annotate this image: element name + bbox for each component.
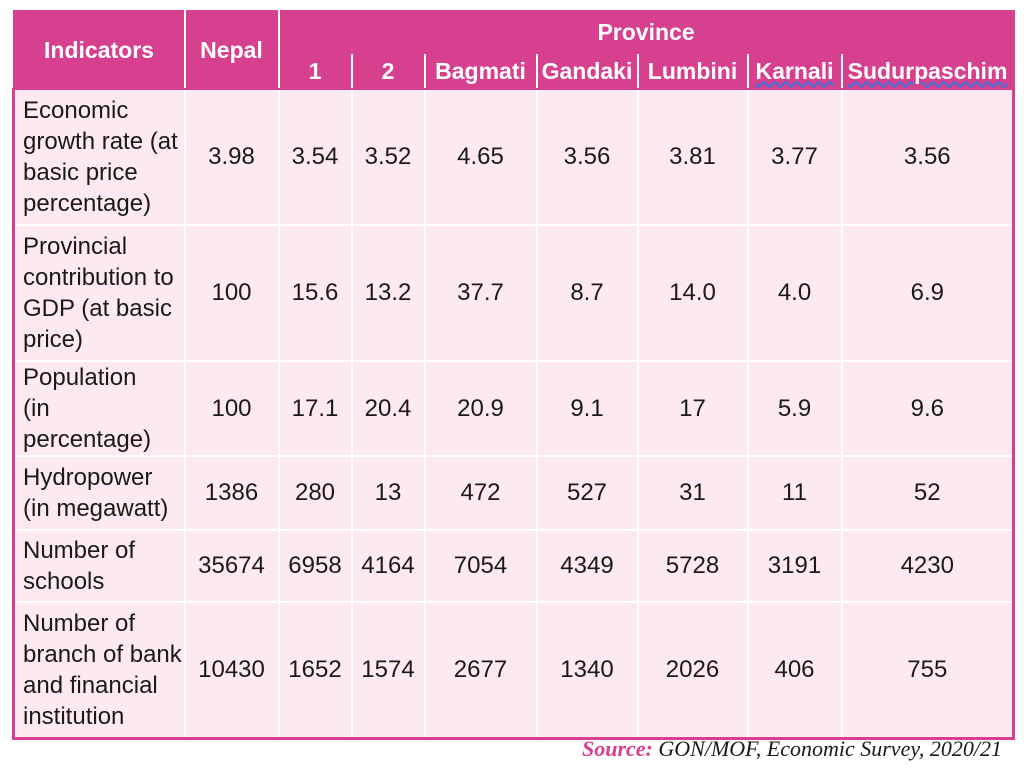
cell-value: 280 [277,455,353,531]
row-label: Economic growth rate (at basic price per… [12,88,186,226]
cell-value: 11 [746,455,843,531]
header-province-karnali: Karnali [746,52,843,90]
cell-value: 4349 [535,529,639,603]
row-label-line: price) [23,326,84,353]
cell-value: 4.65 [423,88,538,226]
cell-value: 3.52 [350,88,426,226]
row-label-line: growth rate (at [23,128,178,155]
row-label-line: basic price [23,159,138,186]
cell-value: 3.54 [277,88,353,226]
table-row: Provincial contribution to GDP (at basic… [12,224,1016,362]
cell-value: 1386 [183,455,280,531]
row-label-line: GDP (at basic [23,295,172,322]
cell-value: 14.0 [636,224,749,362]
header-indicators: Indicators [12,10,186,90]
cell-value: 9.6 [840,360,1016,457]
cell-value: 2026 [636,601,749,740]
table-row: Number of branch of bank and financial i… [12,601,1016,740]
cell-value: 13.2 [350,224,426,362]
header-province-sudurpaschim-text: Sudurpaschim [847,57,1008,84]
cell-value: 4.0 [746,224,843,362]
source-note: Source: GON/MOF, Economic Survey, 2020/2… [582,736,1002,762]
cell-value: 4230 [840,529,1016,603]
table-row: Number of schools 35674 6958 4164 7054 4… [12,529,1016,603]
cell-value: 100 [183,360,280,457]
header-province-2: 2 [350,52,426,90]
header-province-sudurpaschim: Sudurpaschim [840,52,1015,90]
row-label: Number of branch of bank and financial i… [12,601,186,740]
cell-value: 8.7 [535,224,639,362]
cell-value: 17 [636,360,749,457]
row-label-line: schools [23,568,105,595]
row-label-line: Economic [23,97,129,124]
row-label-line: contribution to [23,264,174,291]
row-label-line: institution [23,702,125,730]
cell-value: 3.77 [746,88,843,226]
cell-value: 6958 [277,529,353,603]
row-label-line: Provincial [23,233,128,260]
cell-value: 10430 [183,601,280,740]
cell-value: 3.56 [840,88,1016,226]
cell-value: 52 [840,455,1016,531]
row-label: Provincial contribution to GDP (at basic… [12,224,186,362]
cell-value: 5728 [636,529,749,603]
table-row: Population (in percentage) 100 17.1 20.4… [12,360,1016,457]
cell-value: 3.81 [636,88,749,226]
cell-value: 13 [350,455,426,531]
cell-value: 4164 [350,529,426,603]
source-label: Source: [582,736,653,761]
row-label-line: Number of [23,609,136,637]
cell-value: 9.1 [535,360,639,457]
cell-value: 5.9 [746,360,843,457]
cell-value: 1340 [535,601,639,740]
cell-value: 406 [746,601,843,740]
data-table: Indicators Nepal Province 1 2 Bagmati Ga… [12,10,1016,740]
cell-value: 527 [535,455,639,531]
cell-value: 6.9 [840,224,1016,362]
cell-value: 100 [183,224,280,362]
row-label-line: Number of [23,537,136,564]
cell-value: 20.9 [423,360,538,457]
row-label-line: branch of bank [23,640,182,668]
cell-value: 1574 [350,601,426,740]
cell-value: 755 [840,601,1016,740]
header-province-lumbini: Lumbini [636,52,749,90]
row-label-line: Population [23,364,137,391]
header-province-bagmati: Bagmati [423,52,538,90]
row-label-line: and financial [23,671,158,699]
cell-value: 35674 [183,529,280,603]
header-province-1: 1 [277,52,353,90]
row-label: Number of schools [12,529,186,603]
cell-value: 3.56 [535,88,639,226]
cell-value: 17.1 [277,360,353,457]
cell-value: 3.98 [183,88,280,226]
header-province-gandaki: Gandaki [535,52,639,90]
header-nepal: Nepal [183,10,280,90]
table-row: Hydropower (in megawatt) 1386 280 13 472… [12,455,1016,531]
cell-value: 15.6 [277,224,353,362]
header-province-karnali-text: Karnali [755,57,834,84]
cell-value: 7054 [423,529,538,603]
header-province-group: Province [277,10,1015,54]
row-label: Population (in percentage) [12,360,186,457]
row-label-line: (in percentage) [23,395,152,453]
cell-value: 31 [636,455,749,531]
cell-value: 472 [423,455,538,531]
row-label: Hydropower (in megawatt) [12,455,186,531]
table-row: Economic growth rate (at basic price per… [12,88,1016,226]
source-text: GON/MOF, Economic Survey, 2020/21 [652,736,1002,761]
cell-value: 3191 [746,529,843,603]
cell-value: 37.7 [423,224,538,362]
row-label-line: Hydropower [23,464,153,491]
row-label-line: percentage) [23,190,152,217]
cell-value: 2677 [423,601,538,740]
row-label-line: (in megawatt) [23,495,169,522]
cell-value: 20.4 [350,360,426,457]
cell-value: 1652 [277,601,353,740]
